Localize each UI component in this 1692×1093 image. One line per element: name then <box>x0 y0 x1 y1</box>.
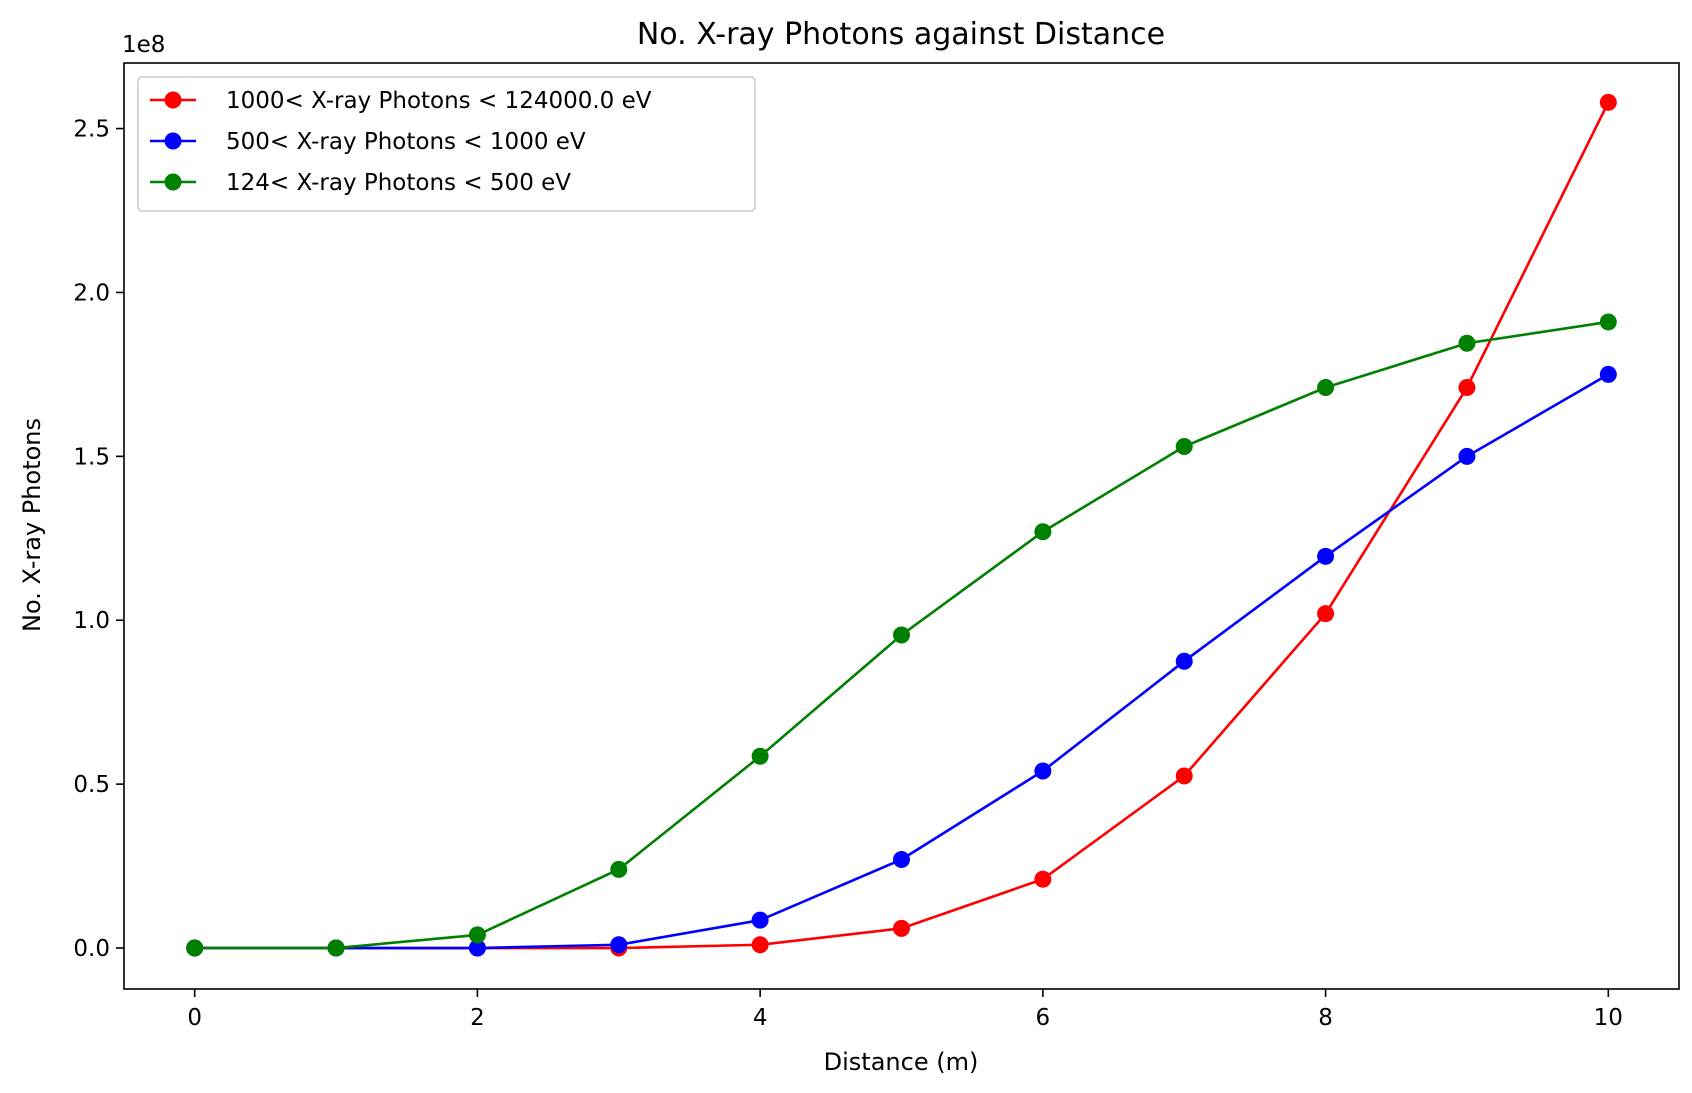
series-0-point-6 <box>1034 870 1052 888</box>
legend-box <box>137 76 756 212</box>
x-tick-label-0: 0 <box>187 1005 202 1031</box>
series-1-point-3 <box>610 936 628 954</box>
legend-marker-2 <box>164 173 182 191</box>
series-2-point-10 <box>1599 313 1617 331</box>
y-tick-label-2: 1.0 <box>73 608 110 634</box>
x-axis-label: Distance (m) <box>824 1048 979 1076</box>
y-tick-label-3: 1.5 <box>73 444 110 470</box>
series-2-point-2 <box>468 926 486 944</box>
series-2-point-9 <box>1458 334 1476 352</box>
y-tick-label-4: 2.0 <box>73 280 110 306</box>
series-0-point-9 <box>1458 379 1476 397</box>
series-2-point-8 <box>1317 379 1335 397</box>
series-0-point-8 <box>1317 605 1335 623</box>
series-0-point-10 <box>1599 93 1617 111</box>
axes-frame <box>123 62 1680 990</box>
legend-label-1: 500< X-ray Photons < 1000 eV <box>226 129 586 155</box>
series-0-point-5 <box>893 919 910 937</box>
series-1-point-5 <box>893 851 910 869</box>
series-2-point-7 <box>1175 438 1193 456</box>
series-1-point-8 <box>1317 547 1335 565</box>
legend-marker-0 <box>164 91 182 109</box>
legend-label-0: 1000< X-ray Photons < 124000.0 eV <box>226 88 652 114</box>
series-2-point-3 <box>610 860 628 878</box>
plot-area: 0 2 4 6 8 10 0.0 0.5 1.0 1.5 2.0 2.5 <box>73 62 1680 1031</box>
x-tick-label-2: 4 <box>753 1005 768 1031</box>
series-1-point-7 <box>1175 652 1193 670</box>
series-2-point-0 <box>186 939 204 957</box>
series-2-point-5 <box>893 626 910 644</box>
chart-title: No. X-ray Photons against Distance <box>637 17 1165 52</box>
legend-label-2: 124< X-ray Photons < 500 eV <box>226 170 571 196</box>
series-1-point-10 <box>1599 365 1617 383</box>
x-tick-label-1: 2 <box>470 1005 485 1031</box>
x-tick-label-4: 8 <box>1318 1005 1333 1031</box>
series-1-point-2 <box>468 939 486 957</box>
legend-marker-1 <box>164 132 182 150</box>
series-0-point-7 <box>1175 767 1193 785</box>
y-axis-offset-label: 1e8 <box>122 32 165 58</box>
series-2-point-6 <box>1034 523 1052 541</box>
series-2-point-4 <box>751 747 769 765</box>
x-tick-label-3: 6 <box>1036 1005 1051 1031</box>
series-1-point-6 <box>1034 762 1052 780</box>
series-0-point-4 <box>751 936 769 954</box>
y-tick-label-0: 0.0 <box>73 936 110 962</box>
legend: 1000< X-ray Photons < 124000.0 eV 500< X-… <box>137 76 756 212</box>
series-1-point-4 <box>751 911 769 929</box>
y-tick-label-5: 2.5 <box>73 117 110 143</box>
y-axis-label: No. X-ray Photons <box>18 418 46 632</box>
x-tick-label-5: 10 <box>1594 1005 1623 1031</box>
series-1-point-9 <box>1458 447 1476 465</box>
y-tick-label-1: 0.5 <box>73 772 110 798</box>
series-2-point-1 <box>327 939 345 957</box>
